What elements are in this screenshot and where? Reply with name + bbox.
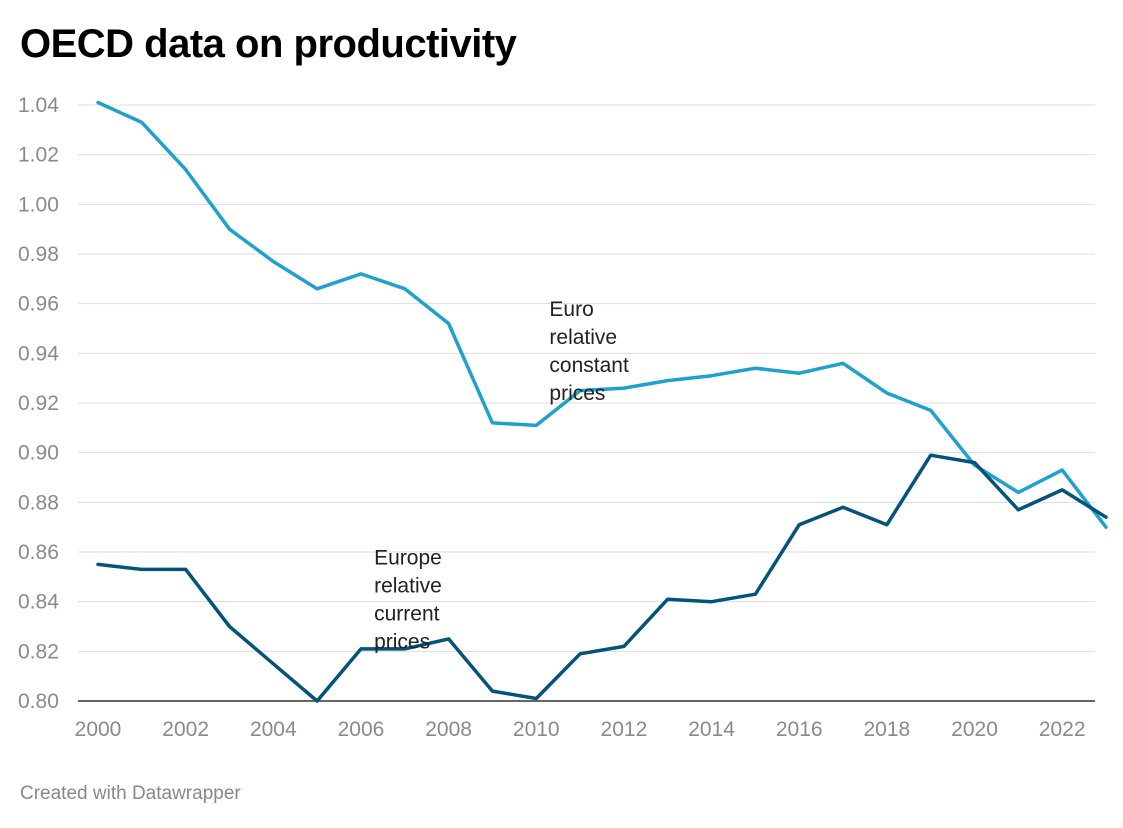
series-label-line: relative (549, 326, 617, 349)
chart-title: OECD data on productivity (20, 22, 517, 66)
x-tick-label: 2022 (1039, 718, 1086, 741)
series-label-line: constant (549, 354, 629, 377)
y-tick-label: 0.88 (18, 491, 59, 514)
series-line-europe-current-prices (96, 453, 1108, 703)
series-label-line: Euro (549, 298, 593, 321)
x-axis-ticks: 2000 2002 2004 2006 2008 2010 2012 2014 2016 2018… (75, 718, 1086, 741)
x-tick-label: 2004 (250, 718, 297, 741)
y-tick-label: 0.84 (18, 591, 59, 614)
x-tick-label: 2008 (425, 718, 472, 741)
series-lines (96, 100, 1108, 703)
series-label-line: prices (549, 382, 605, 405)
x-tick-label: 2018 (864, 718, 911, 741)
y-tick-label: 0.90 (18, 442, 59, 465)
y-tick-label: 0.86 (18, 541, 59, 564)
x-tick-label: 2006 (338, 718, 385, 741)
y-axis-ticks: 0.80 0.82 0.84 0.86 0.88 0.90 0.92 0.94 0.96 0.98… (18, 94, 59, 713)
x-tick-label: 2014 (688, 718, 735, 741)
series-label-line: Europe (374, 546, 442, 569)
x-tick-label: 2016 (776, 718, 823, 741)
footer-credit: Created with Datawrapper (20, 783, 241, 804)
series-label-europe-current-prices: Europe relative current prices (374, 546, 442, 653)
series-label-euro-constant-prices: Euro relative constant prices (549, 298, 629, 405)
x-tick-label: 2012 (601, 718, 648, 741)
x-tick-label: 2020 (951, 718, 998, 741)
series-annotations: Euro relative constant prices Europe relative… (374, 298, 629, 653)
y-tick-label: 0.94 (18, 342, 59, 365)
y-tick-label: 0.96 (18, 293, 59, 316)
y-tick-label: 1.02 (18, 144, 59, 167)
series-label-line: current (374, 602, 440, 625)
x-tick-label: 2010 (513, 718, 560, 741)
series-label-line: relative (374, 574, 442, 597)
y-tick-label: 1.04 (18, 94, 59, 117)
y-tick-label: 0.80 (18, 690, 59, 713)
y-tick-label: 1.00 (18, 193, 59, 216)
y-tick-label: 0.82 (18, 640, 59, 663)
series-line-euro-constant-prices (96, 100, 1108, 529)
y-tick-label: 0.92 (18, 392, 59, 415)
y-tick-label: 0.98 (18, 243, 59, 266)
x-tick-label: 2002 (162, 718, 209, 741)
series-label-line: prices (374, 630, 430, 653)
x-tick-label: 2000 (75, 718, 122, 741)
